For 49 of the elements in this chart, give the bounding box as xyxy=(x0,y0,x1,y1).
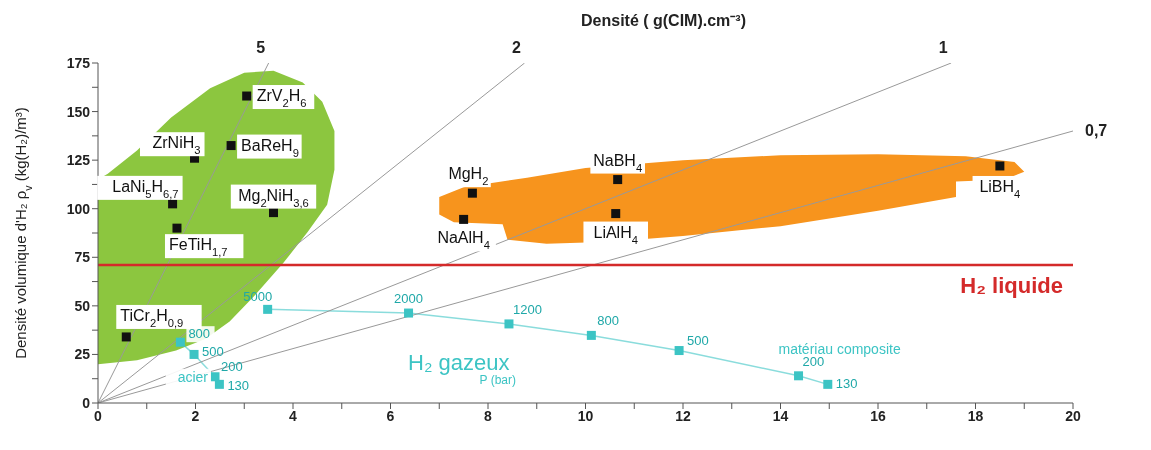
y-tick-label: 125 xyxy=(66,152,91,169)
x-tick-label: 6 xyxy=(386,407,395,424)
x-tick-label: 10 xyxy=(577,407,594,424)
annotation: 130 xyxy=(227,378,250,394)
ref-line-label: H₂ liquide xyxy=(960,273,1063,299)
annotation: P (bar) xyxy=(479,372,516,387)
x-tick-label: 16 xyxy=(870,407,886,424)
y-tick-label: 175 xyxy=(66,54,91,71)
annotation: ZrV$_{2}$H$_{6}$ xyxy=(256,87,307,110)
annotation: 500 xyxy=(687,332,709,348)
x2-axis-title: Densité ( g(CIM).cm⁻³) xyxy=(581,12,746,29)
y-tick-label: 75 xyxy=(74,249,91,266)
x-tick-label: 20 xyxy=(1065,407,1081,424)
annotation: ZrNiH$_{3}$ xyxy=(152,134,201,157)
annotation: 500 xyxy=(202,344,224,360)
annotation: BaReH$_{9}$ xyxy=(241,136,299,159)
annotation: TiCr$_{2}$H$_{0,9}$ xyxy=(120,306,184,329)
series-label: 2 xyxy=(512,39,522,56)
x-tick-label: 0 xyxy=(94,407,103,424)
annotation: H₂ gazeux xyxy=(408,349,510,375)
annotation: Mg$_{2}$NiH$_{3,6}$ xyxy=(238,186,309,209)
x-tick-label: 12 xyxy=(675,407,691,424)
y-tick-label: 25 xyxy=(74,346,91,363)
annotation: LiBH$_{4}$ xyxy=(979,177,1021,200)
y-tick-label: 50 xyxy=(74,297,91,314)
y-tick-label: 100 xyxy=(66,200,91,217)
annotation: 130 xyxy=(835,376,858,392)
annotation: 800 xyxy=(597,313,620,329)
annotation: FeTiH$_{1,7}$ xyxy=(168,236,228,259)
annotation: LiAlH$_{4}$ xyxy=(593,223,638,246)
annotation: NaBH$_{4}$ xyxy=(593,151,643,174)
series-label: acier xyxy=(177,368,209,385)
series-label: 1 xyxy=(938,39,948,56)
annotation: LaNi$_{5}$H$_{6,7}$ xyxy=(112,177,179,200)
annotation: MgH$_{2}$ xyxy=(448,165,489,188)
x-tick-label: 2 xyxy=(191,407,200,424)
y-tick-label: 150 xyxy=(66,103,91,120)
x-tick-label: 8 xyxy=(484,407,493,424)
y-tick-label: 0 xyxy=(82,394,91,411)
annotation: 200 xyxy=(221,358,243,374)
x-tick-label: 18 xyxy=(967,407,984,424)
annotation: 1200 xyxy=(512,301,542,317)
series-label: 5 xyxy=(256,39,266,56)
x-tick-label: 4 xyxy=(289,407,298,424)
annotation: NaAlH$_{4}$ xyxy=(437,229,490,252)
annotation: 2000 xyxy=(394,291,423,307)
x-tick-label: 14 xyxy=(772,407,789,424)
series-label: 0,7 xyxy=(1085,122,1108,139)
annotation: 800 xyxy=(188,326,211,342)
